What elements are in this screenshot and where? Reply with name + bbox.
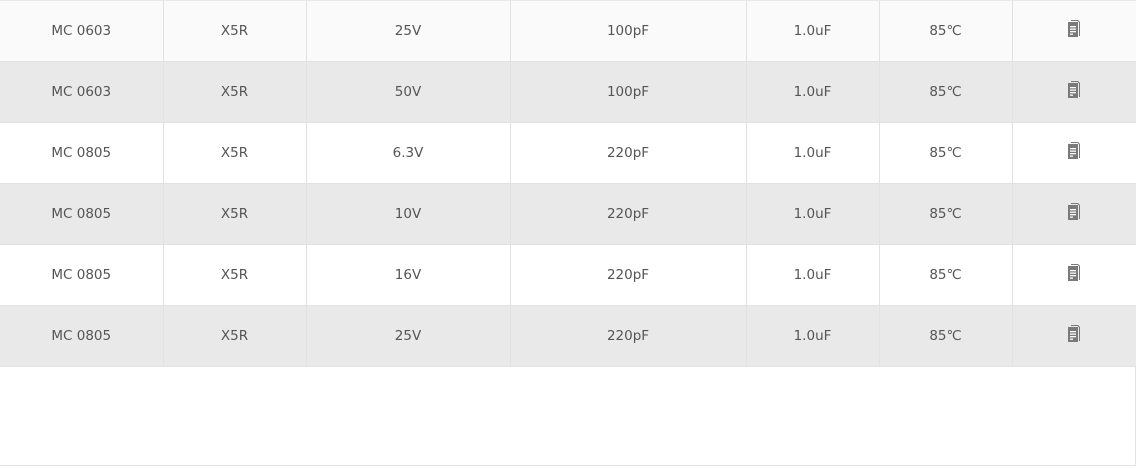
cell-cap-min: 220pF xyxy=(510,183,747,245)
cell-cap-max: 1.0uF xyxy=(746,1,880,62)
cell-dielectric: X5R xyxy=(163,122,307,184)
cell-datasheet xyxy=(1012,122,1136,184)
cell-datasheet xyxy=(1012,305,1136,367)
cell-cap-max: 1.0uF xyxy=(746,122,880,184)
document-icon[interactable] xyxy=(1066,324,1082,348)
cell-voltage: 25V xyxy=(306,305,511,367)
document-icon[interactable] xyxy=(1066,19,1082,43)
table-row: MC 0603 X5R 50V 100pF 1.0uF 85℃ xyxy=(0,61,1136,123)
cell-voltage: 10V xyxy=(306,183,511,245)
product-table: MC 0603 X5R 25V 100pF 1.0uF 85℃ MC 0603 X5R 50V 1… xyxy=(0,1,1136,367)
table-row: MC 0805 X5R 16V 220pF 1.0uF 85℃ xyxy=(0,244,1136,306)
cell-series: MC 0603 xyxy=(0,61,164,123)
cell-temp: 85℃ xyxy=(879,305,1013,367)
cell-voltage: 16V xyxy=(306,244,511,306)
cell-dielectric: X5R xyxy=(163,61,307,123)
cell-datasheet xyxy=(1012,244,1136,306)
cell-dielectric: X5R xyxy=(163,244,307,306)
cell-cap-max: 1.0uF xyxy=(746,183,880,245)
cell-voltage: 6.3V xyxy=(306,122,511,184)
table-row: MC 0805 X5R 10V 220pF 1.0uF 85℃ xyxy=(0,183,1136,245)
table-row: MC 0805 X5R 25V 220pF 1.0uF 85℃ xyxy=(0,305,1136,367)
cell-series: MC 0805 xyxy=(0,244,164,306)
cell-cap-min: 220pF xyxy=(510,244,747,306)
cell-cap-max: 1.0uF xyxy=(746,244,880,306)
cell-temp: 85℃ xyxy=(879,1,1013,62)
cell-voltage: 50V xyxy=(306,61,511,123)
document-icon[interactable] xyxy=(1066,141,1082,165)
cell-cap-max: 1.0uF xyxy=(746,305,880,367)
cell-dielectric: X5R xyxy=(163,183,307,245)
cell-temp: 85℃ xyxy=(879,122,1013,184)
cell-dielectric: X5R xyxy=(163,305,307,367)
cell-temp: 85℃ xyxy=(879,183,1013,245)
cell-cap-min: 100pF xyxy=(510,61,747,123)
cell-temp: 85℃ xyxy=(879,61,1013,123)
cell-series: MC 0805 xyxy=(0,122,164,184)
document-icon[interactable] xyxy=(1066,202,1082,226)
cell-datasheet xyxy=(1012,61,1136,123)
cell-datasheet xyxy=(1012,183,1136,245)
cell-voltage: 25V xyxy=(306,1,511,62)
cell-series: MC 0805 xyxy=(0,183,164,245)
document-icon[interactable] xyxy=(1066,263,1082,287)
cell-series: MC 0603 xyxy=(0,1,164,62)
cell-cap-min: 220pF xyxy=(510,305,747,367)
cell-cap-min: 220pF xyxy=(510,122,747,184)
table-row: MC 0603 X5R 25V 100pF 1.0uF 85℃ xyxy=(0,1,1136,62)
cell-cap-min: 100pF xyxy=(510,1,747,62)
cell-datasheet xyxy=(1012,1,1136,62)
table-row: MC 0805 X5R 6.3V 220pF 1.0uF 85℃ xyxy=(0,122,1136,184)
cell-temp: 85℃ xyxy=(879,244,1013,306)
document-icon[interactable] xyxy=(1066,80,1082,104)
cell-series: MC 0805 xyxy=(0,305,164,367)
cell-cap-max: 1.0uF xyxy=(746,61,880,123)
cell-dielectric: X5R xyxy=(163,1,307,62)
